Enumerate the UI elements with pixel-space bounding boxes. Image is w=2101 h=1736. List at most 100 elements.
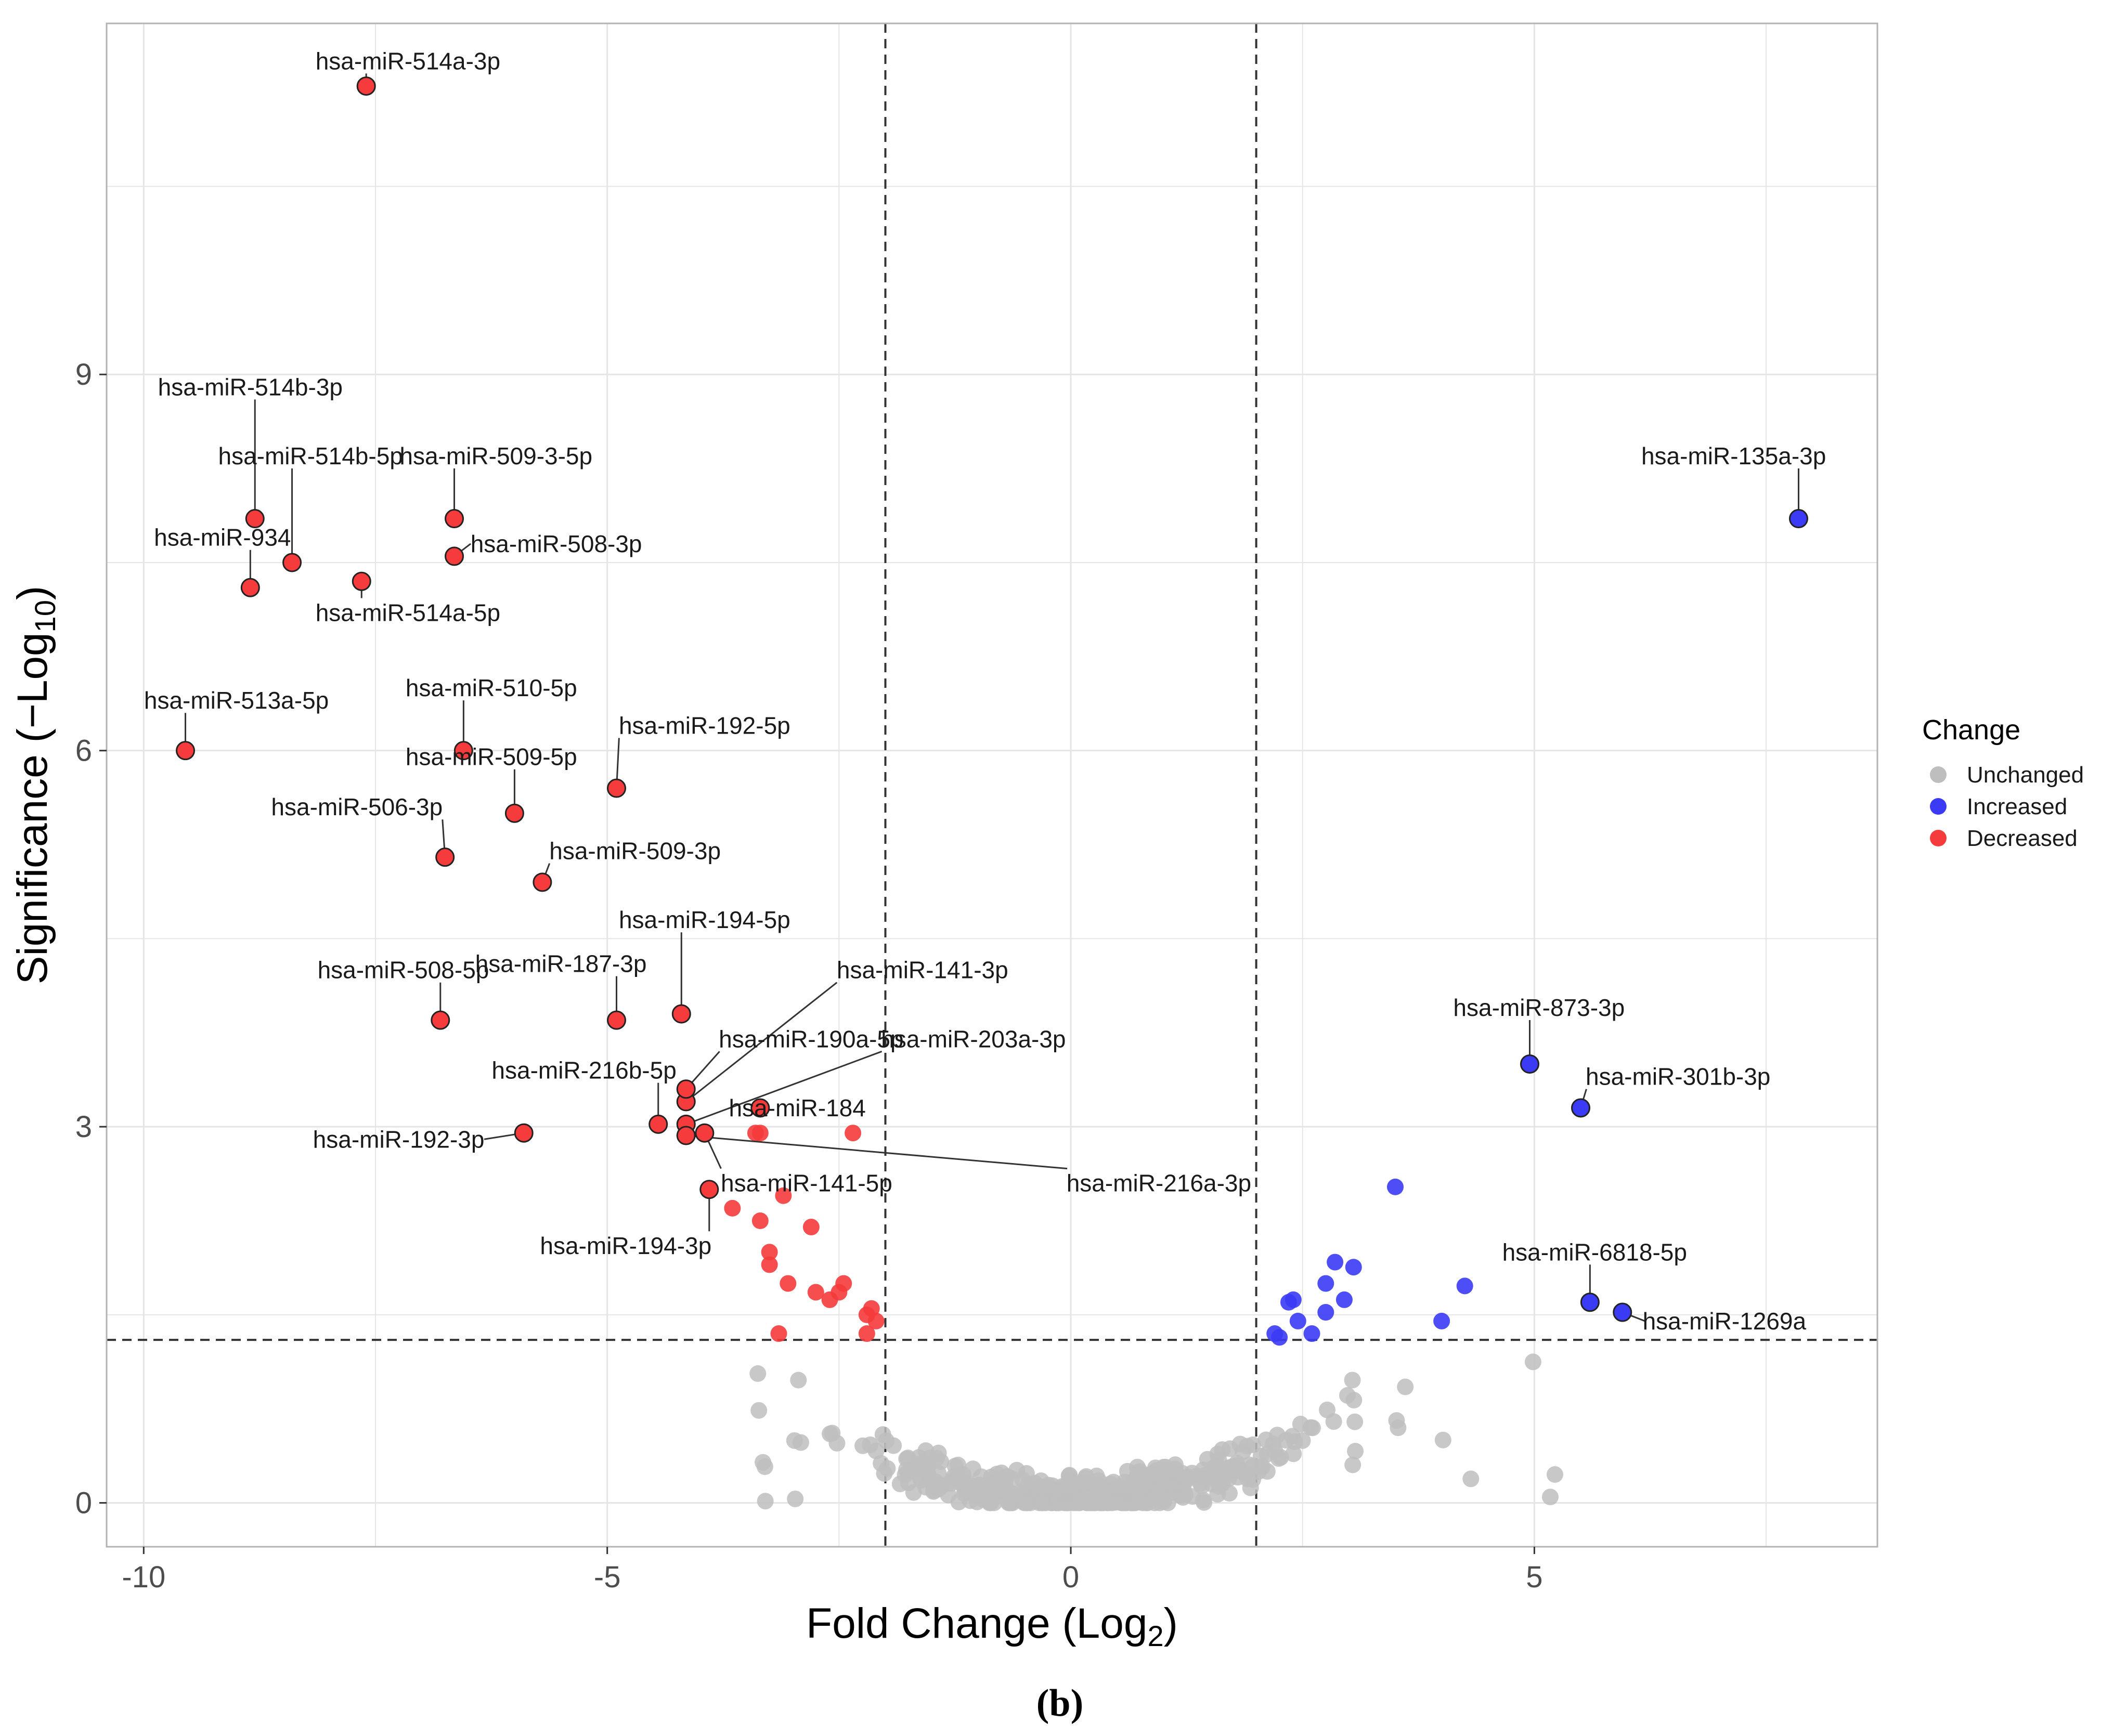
labeled-point — [240, 578, 260, 597]
unchanged-point — [1541, 1489, 1559, 1506]
labeled-point — [676, 1126, 696, 1145]
decreased-point — [858, 1325, 875, 1342]
unchanged-point — [1524, 1353, 1541, 1370]
unchanged-point — [1075, 1474, 1092, 1491]
increased-point — [1317, 1275, 1334, 1292]
point-label: hsa-miR-192-3p — [313, 1126, 485, 1153]
point-label: hsa-miR-934 — [154, 524, 291, 551]
decreased-point — [751, 1125, 769, 1142]
legend-key-unchanged — [1930, 766, 1947, 783]
unchanged-point — [1292, 1416, 1309, 1433]
unchanged-point — [1339, 1387, 1356, 1404]
point-label: hsa-miR-1269a — [1643, 1308, 1807, 1335]
increased-point — [1327, 1254, 1344, 1271]
y-axis-title-end: ) — [9, 586, 56, 600]
unchanged-point — [1130, 1486, 1147, 1504]
labeled-point — [431, 1010, 450, 1030]
decreased-point — [761, 1244, 778, 1261]
unchanged-point — [1018, 1465, 1035, 1482]
unchanged-point — [1001, 1494, 1018, 1511]
labeled-point — [453, 741, 473, 761]
unchanged-point — [873, 1455, 890, 1472]
increased-point — [1303, 1325, 1320, 1342]
unchanged-point — [1390, 1419, 1407, 1437]
unchanged-point — [787, 1490, 804, 1507]
unchanged-point — [1210, 1451, 1227, 1468]
point-label: hsa-miR-192-5p — [619, 712, 790, 739]
labeled-point — [699, 1180, 719, 1199]
leader-line — [686, 1134, 1068, 1170]
labeled-points — [176, 76, 1808, 1322]
unchanged-point — [1252, 1447, 1269, 1465]
unchanged-point — [1194, 1477, 1211, 1494]
point-label: hsa-miR-509-3-5p — [399, 442, 592, 469]
point-label: hsa-miR-509-5p — [406, 743, 577, 771]
unchanged-point — [824, 1425, 841, 1442]
decreased-point — [867, 1312, 885, 1329]
labeled-point — [676, 1079, 696, 1099]
point-label: hsa-miR-216b-5p — [491, 1057, 676, 1084]
unchanged-point — [964, 1460, 981, 1478]
labeled-point — [245, 509, 265, 529]
labeled-point — [671, 1004, 691, 1024]
point-label: hsa-miR-216a-3p — [1067, 1170, 1251, 1197]
unchanged-point — [1195, 1492, 1212, 1509]
unchanged-point — [854, 1437, 872, 1454]
decreased-point — [751, 1212, 769, 1230]
unchanged-point — [1344, 1456, 1361, 1473]
labeled-point — [750, 1098, 770, 1118]
point-label: hsa-miR-141-3p — [837, 957, 1008, 984]
decreased-point — [802, 1219, 820, 1236]
unchanged-point — [925, 1483, 942, 1500]
decreased-point — [724, 1199, 741, 1217]
point-label: hsa-miR-203a-3p — [881, 1025, 1066, 1052]
increased-point — [1433, 1312, 1450, 1329]
unchanged-point — [1346, 1413, 1364, 1430]
increased-point — [1345, 1259, 1362, 1276]
unchanged-point — [1033, 1494, 1050, 1511]
unchanged-point — [1209, 1486, 1226, 1503]
legend-title: Change — [1922, 714, 2020, 746]
point-label: hsa-miR-194-3p — [540, 1232, 711, 1259]
legend-key-increased — [1930, 798, 1947, 815]
labeled-point — [533, 872, 552, 892]
point-label: hsa-miR-514b-5p — [218, 442, 403, 469]
unchanged-point — [1265, 1435, 1282, 1453]
unchanged-point — [1062, 1482, 1079, 1499]
unchanged-point — [885, 1437, 902, 1454]
axis-ticks: -10 -5 0 5 0 3 6 9 — [75, 358, 1543, 1594]
x-tick-label: -10 — [122, 1560, 165, 1594]
labeled-point — [514, 1123, 534, 1143]
y-tick-label: 9 — [75, 358, 92, 391]
unchanged-point — [749, 1365, 767, 1382]
decreased-point — [761, 1256, 778, 1273]
unchanged-point — [922, 1450, 939, 1467]
labeled-point — [282, 553, 302, 572]
labeled-point — [352, 571, 371, 591]
labeled-point — [435, 847, 455, 867]
unchanged-point — [951, 1474, 968, 1491]
point-labels: hsa-miR-514a-3p hsa-miR-514b-3p hsa-miR-51… — [144, 47, 1826, 1335]
unchanged-point — [1294, 1432, 1311, 1449]
legend-key-decreased — [1930, 830, 1947, 846]
leader-line — [685, 982, 838, 1103]
legend-label-increased: Increased — [1967, 794, 2067, 819]
unchanged-point — [1147, 1459, 1164, 1477]
point-label: hsa-miR-873-3p — [1453, 994, 1625, 1021]
point-label: hsa-miR-184 — [729, 1094, 865, 1121]
labeled-point — [445, 546, 464, 566]
panel-border — [106, 22, 1878, 1548]
y-tick-label: 3 — [75, 1110, 92, 1144]
unchanged-point — [1229, 1461, 1247, 1479]
x-tick-label: 5 — [1526, 1560, 1542, 1594]
unchanged-point — [1434, 1431, 1451, 1448]
unchanged-points — [749, 1353, 1563, 1511]
x-axis-title-main: Fold Change (Log — [806, 1600, 1147, 1647]
unchanged-point — [1325, 1413, 1342, 1430]
point-label: hsa-miR-187-3p — [475, 950, 647, 977]
unchanged-point — [1164, 1479, 1181, 1496]
increased-point — [1456, 1277, 1473, 1295]
point-label: hsa-miR-513a-5p — [144, 687, 329, 714]
unchanged-point — [1462, 1470, 1480, 1487]
